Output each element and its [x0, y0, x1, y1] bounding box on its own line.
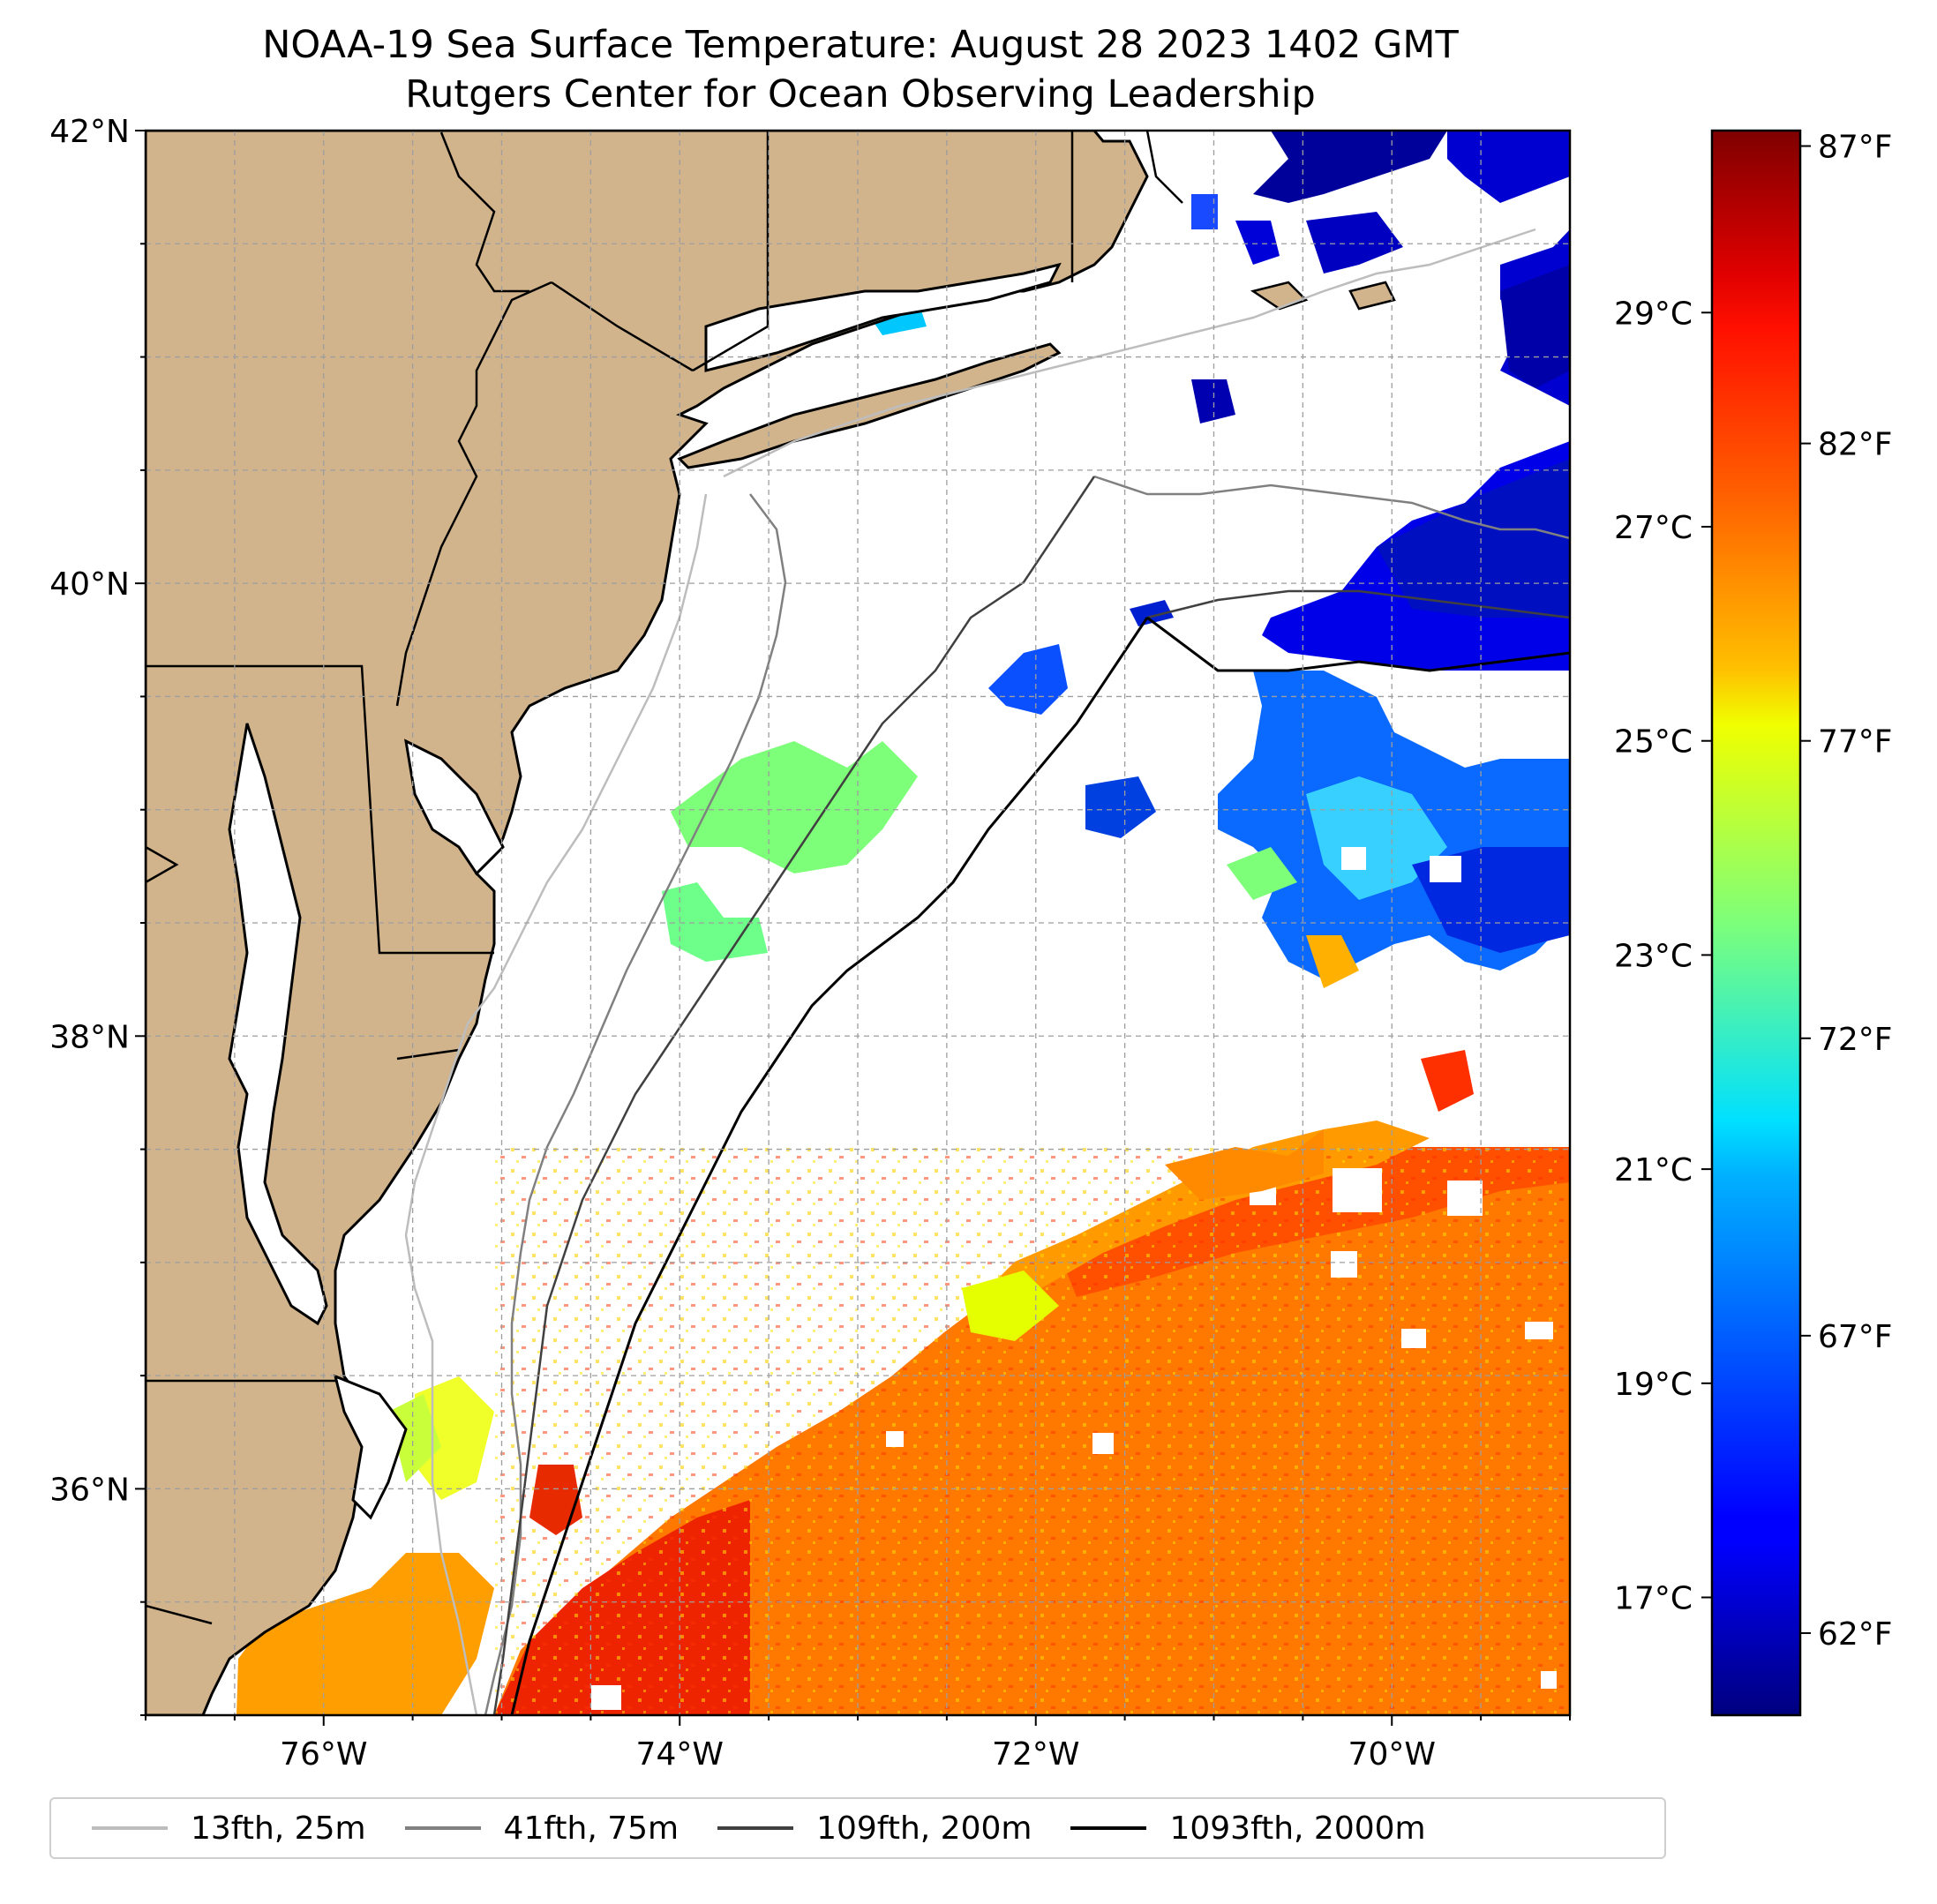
celsius-tick-label: 21°C — [1614, 1152, 1693, 1188]
legend-label-2000m: 1093fth, 2000m — [1169, 1810, 1426, 1847]
fahrenheit-tick-label: 62°F — [1818, 1616, 1893, 1653]
celsius-tick-label: 17°C — [1614, 1581, 1693, 1617]
fahrenheit-tick-label: 67°F — [1818, 1319, 1893, 1355]
legend-line-75m — [404, 1826, 481, 1830]
contour-25m — [404, 493, 708, 1715]
legend-label-25m: 13fth, 25m — [191, 1810, 366, 1847]
colorbar — [1710, 129, 1802, 1717]
legend-item-25m: 13fth, 25m — [92, 1810, 366, 1847]
sst-warm-water-field — [494, 1121, 1570, 1715]
legend-item-75m: 41fth, 75m — [404, 1810, 679, 1847]
sst-shelf-cool-patches — [662, 379, 1235, 962]
lon-tick-label: 74°W — [636, 1736, 724, 1773]
latitude-axis: 42°N 40°N 38°N 36°N — [49, 114, 146, 1716]
fahrenheit-tick-label: 77°F — [1818, 724, 1893, 761]
sst-nearshore-warm-patches — [236, 1050, 1474, 1715]
celsius-tick-label: 27°C — [1614, 510, 1693, 546]
fahrenheit-tick-label: 82°F — [1818, 427, 1893, 463]
colorbar-fahrenheit-axis: 62°F 67°F 72°F 77°F 82°F 87°F — [1800, 130, 1893, 1653]
lon-tick-label: 76°W — [280, 1736, 367, 1773]
fahrenheit-tick-label: 87°F — [1818, 130, 1893, 166]
fahrenheit-tick-label: 72°F — [1818, 1022, 1893, 1058]
colorbar-celsius-axis: 17°C 19°C 21°C 23°C 25°C 27°C 29°C — [1614, 296, 1712, 1617]
celsius-tick-label: 25°C — [1614, 724, 1693, 761]
legend-item-2000m: 1093fth, 2000m — [1070, 1810, 1426, 1847]
sst-cold-water-field — [865, 131, 1570, 988]
nantucket — [1348, 281, 1396, 311]
legend-line-2000m — [1070, 1826, 1147, 1830]
legend-label-75m: 41fth, 75m — [503, 1810, 679, 1847]
legend-line-200m — [717, 1826, 794, 1830]
lon-tick-label: 70°W — [1348, 1736, 1436, 1773]
map-title: NOAA-19 Sea Surface Temperature: August … — [262, 23, 1459, 67]
lat-tick-label: 36°N — [49, 1472, 130, 1508]
legend-item-200m: 109fth, 200m — [717, 1810, 1032, 1847]
lat-tick-label: 38°N — [49, 1019, 130, 1055]
contour-200m — [492, 476, 1096, 1715]
lat-tick-label: 42°N — [49, 114, 130, 150]
celsius-tick-label: 19°C — [1614, 1367, 1693, 1403]
contour-2000m — [510, 617, 1149, 1715]
longitude-axis: 76°W 74°W 72°W 70°W — [145, 1715, 1571, 1773]
marthas-vineyard — [1250, 281, 1309, 311]
contour-legend: 13fth, 25m 41fth, 75m 109fth, 200m 1093f… — [49, 1797, 1666, 1859]
map-gridlines — [146, 131, 1570, 1715]
legend-line-25m — [92, 1826, 168, 1830]
celsius-tick-label: 23°C — [1614, 938, 1693, 974]
lat-tick-label: 40°N — [49, 566, 130, 603]
lon-tick-label: 72°W — [992, 1736, 1079, 1773]
long-island — [677, 342, 1062, 469]
bays-water — [228, 262, 1062, 1520]
bathymetry-contours — [404, 228, 1570, 1715]
celsius-tick-label: 29°C — [1614, 296, 1693, 332]
map-area — [146, 131, 1570, 1715]
map-subtitle: Rutgers Center for Ocean Observing Leade… — [405, 72, 1316, 116]
legend-label-200m: 109fth, 200m — [816, 1810, 1032, 1847]
